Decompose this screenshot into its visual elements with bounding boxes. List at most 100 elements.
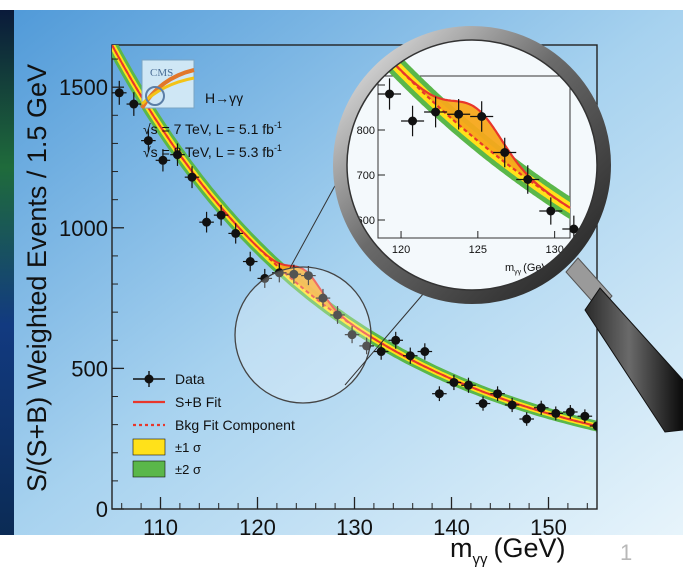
data-point <box>184 166 200 189</box>
zoom-connector-bottom <box>344 285 431 386</box>
data-point-marker <box>463 380 473 390</box>
slide-number: 1 <box>620 540 633 565</box>
data-point <box>126 92 142 116</box>
magnifier-rim-inner <box>346 39 598 291</box>
magnifier-rim-outer <box>333 26 611 304</box>
data-point <box>155 149 171 172</box>
data-point <box>301 266 316 286</box>
data-point <box>519 412 534 426</box>
inset-x-tick-label: 130 <box>545 244 563 256</box>
data-point <box>315 288 331 308</box>
process-label: H→γγ <box>205 90 243 106</box>
data-point-marker <box>187 172 197 182</box>
data-point <box>344 326 360 344</box>
legend-label-data: Data <box>175 371 205 387</box>
data-point-marker <box>565 407 575 417</box>
x-axis-title: mγγ (GeV) <box>450 533 566 568</box>
legend: Data S+B Fit Bkg Fit Component ±1 σ ±2 σ <box>132 371 295 478</box>
data-point-marker <box>172 150 182 160</box>
y-axis-title: S/(S+B) Weighted Events / 1.5 GeV <box>22 64 52 492</box>
inset-plot-content <box>354 39 586 243</box>
data-point-marker <box>546 206 556 216</box>
data-point-marker <box>493 389 503 399</box>
data-point-marker <box>158 155 168 165</box>
data-point <box>228 223 243 244</box>
data-point-marker <box>202 217 212 227</box>
data-point <box>446 374 462 391</box>
data-point-marker <box>362 341 372 351</box>
data-point-marker <box>376 347 386 357</box>
data-point-marker <box>551 408 561 418</box>
y-tick-label: 1500 <box>59 75 108 100</box>
data-point <box>378 78 402 110</box>
data-point-marker <box>522 414 532 424</box>
data-point-marker <box>523 175 533 184</box>
data-point-marker <box>536 403 546 413</box>
data-point-marker <box>431 107 441 117</box>
data-point-marker <box>114 88 124 98</box>
lumi-line-1: √s = 7 TeV, L = 5.1 fb-1 <box>143 120 282 137</box>
data-point-marker <box>420 347 430 357</box>
data-point <box>493 137 517 168</box>
x-tick-label: 110 <box>143 515 178 540</box>
legend-band2-swatch <box>132 460 166 478</box>
data-point <box>539 197 563 225</box>
data-point <box>401 105 425 137</box>
cms-logo: CMS <box>140 59 195 110</box>
data-point <box>516 165 540 194</box>
data-point-marker <box>245 257 255 267</box>
inset-x-tick-label: 120 <box>392 244 410 256</box>
data-point-marker <box>507 400 517 410</box>
legend-label-band1: ±1 σ <box>175 440 201 455</box>
main-plot-layer <box>112 45 597 433</box>
data-point-marker <box>216 210 226 220</box>
data-point <box>447 98 471 130</box>
data-point <box>373 343 389 360</box>
inset-plot-layer: 120125130600700800900mγγ(GeV) <box>354 39 586 276</box>
legend-label-band2: ±2 σ <box>175 462 201 477</box>
signal-fill <box>378 46 570 208</box>
inset-y-tick-label: 800 <box>357 125 375 137</box>
y-tick-label: 500 <box>71 356 108 381</box>
data-point-marker <box>391 335 401 345</box>
legend-label-sb-fit: S+B Fit <box>175 394 221 410</box>
data-point-marker <box>500 148 510 157</box>
zoom-source-circle <box>234 266 372 404</box>
data-point-marker <box>434 389 444 399</box>
legend-band1-swatch <box>132 438 166 456</box>
y-tick-label: 0 <box>96 497 108 522</box>
sb-fit-curve <box>377 45 571 209</box>
data-point <box>359 337 374 355</box>
data-point-marker <box>333 310 343 320</box>
cms-logo-text: CMS <box>150 67 173 79</box>
data-point <box>548 406 564 421</box>
data-point <box>490 386 505 402</box>
data-point <box>424 96 448 128</box>
data-point-marker <box>405 351 415 361</box>
data-point <box>213 204 229 226</box>
magnifier-lens-bg <box>346 39 598 291</box>
data-point <box>141 129 156 153</box>
data-point-marker <box>449 377 459 387</box>
data-point-marker <box>454 109 464 119</box>
data-point-marker <box>408 116 418 126</box>
data-point-marker <box>129 99 139 109</box>
inset-y-tick-label: 700 <box>357 170 375 182</box>
inset-plot-frame <box>377 75 571 239</box>
data-point <box>170 143 185 166</box>
legend-data-marker <box>133 371 165 387</box>
data-point <box>577 409 593 424</box>
data-point <box>533 400 549 415</box>
data-point <box>432 386 447 402</box>
magnifier-handle <box>565 257 683 433</box>
data-point-marker <box>303 271 313 281</box>
inset-x-tick-label: 125 <box>469 244 487 256</box>
data-point <box>417 343 433 360</box>
data-point-marker <box>580 411 590 421</box>
x-tick-label: 130 <box>336 515 373 540</box>
data-point-marker <box>231 228 241 238</box>
data-point <box>330 306 345 324</box>
lumi-line-2: √s = 8 TeV, L = 5.3 fb-1 <box>143 143 282 160</box>
data-point <box>242 251 258 272</box>
